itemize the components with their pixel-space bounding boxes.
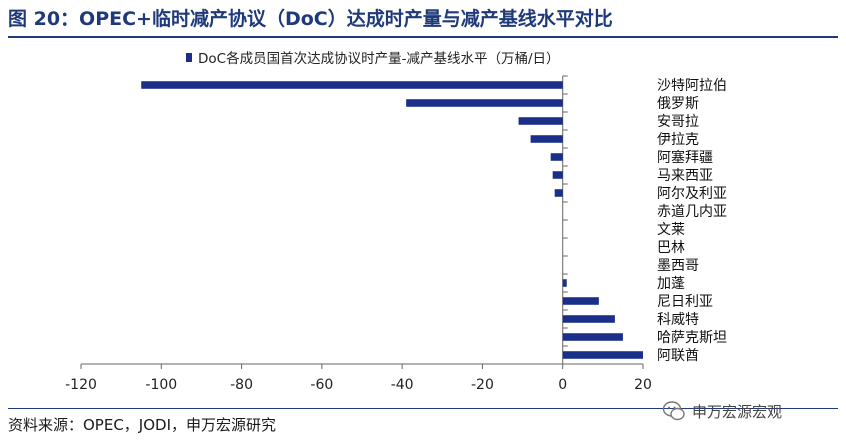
source-note: 资料来源：OPEC，JODI，申万宏源研究 xyxy=(8,416,277,434)
bar xyxy=(550,153,563,161)
bar xyxy=(562,351,643,359)
bar xyxy=(406,99,563,107)
bar xyxy=(562,333,623,341)
category-label: 阿联酋 xyxy=(657,347,699,364)
category-label: 伊拉克 xyxy=(657,132,699,148)
bar xyxy=(518,117,563,125)
category-label: 文莱 xyxy=(657,222,685,238)
category-label: 科威特 xyxy=(657,312,699,328)
category-label: 俄罗斯 xyxy=(657,96,699,112)
title-divider xyxy=(8,36,838,38)
category-label: 沙特阿拉伯 xyxy=(657,78,727,94)
x-tick-label: -40 xyxy=(391,377,414,393)
legend-label: DoC各成员国首次达成协议时产量-减产基线水平（万桶/日） xyxy=(198,50,560,67)
x-tick-label: -80 xyxy=(230,377,253,393)
legend-swatch xyxy=(186,53,192,62)
bar xyxy=(562,315,615,323)
category-label: 阿塞拜疆 xyxy=(657,149,713,166)
category-label: 赤道几内亚 xyxy=(657,204,727,220)
bar xyxy=(562,279,567,287)
x-tick-label: 0 xyxy=(558,377,567,393)
footer-divider xyxy=(8,408,838,409)
category-label: 加蓬 xyxy=(657,276,685,292)
watermark-text: 申万宏源宏观 xyxy=(692,402,783,421)
bar xyxy=(554,189,563,197)
bar xyxy=(552,171,563,179)
category-label: 墨西哥 xyxy=(657,258,699,274)
x-tick-label: -60 xyxy=(310,377,333,393)
x-tick-label: -100 xyxy=(145,377,177,393)
category-label: 马来西亚 xyxy=(657,168,713,184)
bar xyxy=(530,135,563,143)
wechat-icon xyxy=(662,401,685,421)
category-label: 哈萨克斯坦 xyxy=(657,330,727,346)
x-tick-label: 20 xyxy=(634,377,652,393)
x-tick-label: -20 xyxy=(471,377,494,393)
category-label: 安哥拉 xyxy=(657,114,699,130)
bar xyxy=(141,81,563,89)
category-label: 巴林 xyxy=(657,240,685,256)
bar xyxy=(562,297,599,305)
watermark: 申万宏源宏观 xyxy=(662,398,782,424)
figure-title: 图 20：OPEC+临时减产协议（DoC）达成时产量与减产基线水平对比 xyxy=(8,8,613,30)
category-label: 阿尔及利亚 xyxy=(657,186,727,202)
x-tick-label: -120 xyxy=(65,377,97,393)
category-label: 尼日利亚 xyxy=(657,294,713,310)
bar-chart: DoC各成员国首次达成协议时产量-减产基线水平（万桶/日） -120 -100 -80… xyxy=(65,50,727,393)
